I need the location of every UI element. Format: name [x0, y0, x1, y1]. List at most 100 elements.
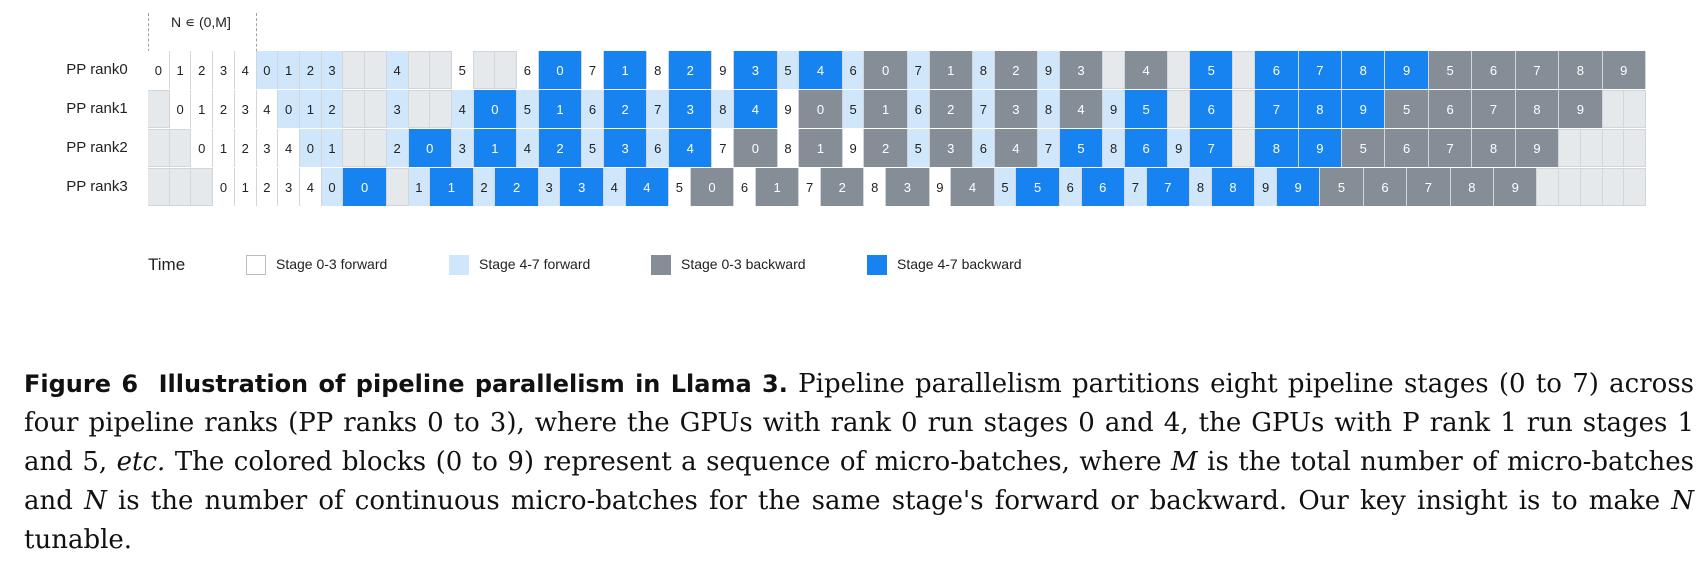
figure-caption: Figure 6 Illustration of pipeline parall…	[24, 365, 1694, 560]
micro-batch-block: 2	[603, 90, 648, 128]
micro-batch-block: 6	[907, 90, 930, 128]
micro-batch-block: 2	[864, 129, 908, 167]
micro-batch-block: 0	[191, 129, 214, 167]
micro-batch-block: 3	[213, 51, 235, 89]
idle-slot	[495, 51, 518, 89]
idle-slot	[365, 90, 387, 128]
micro-batch-block: 0	[799, 90, 843, 128]
legend-label: Stage 4-7 backward	[897, 256, 1022, 272]
micro-batch-block: 2	[321, 90, 344, 128]
idle-slot	[409, 90, 431, 128]
micro-batch-block: 1	[191, 90, 214, 128]
micro-batch-block: 3	[886, 168, 930, 206]
micro-batch-block: 0	[343, 168, 387, 206]
micro-batch-block: 2	[234, 129, 257, 167]
micro-batch-block: 4	[256, 90, 279, 128]
micro-batch-block: 9	[1298, 129, 1343, 167]
micro-batch-block: 5	[1190, 51, 1234, 89]
n-range-left-marker	[148, 13, 149, 67]
micro-batch-block: 1	[213, 129, 235, 167]
micro-batch-block: 6	[517, 51, 539, 89]
time-axis-label: Time	[148, 255, 186, 274]
micro-batch-block: 6	[647, 129, 670, 167]
caption-symbol-m: M	[1171, 447, 1198, 477]
micro-batch-block: 5	[582, 129, 604, 167]
micro-batch-block: 4	[669, 129, 713, 167]
idle-slot	[409, 51, 431, 89]
micro-batch-block: 7	[1038, 129, 1060, 167]
micro-batch-block: 8	[1038, 90, 1060, 128]
idle-slot	[1603, 129, 1625, 167]
micro-batch-block: 1	[278, 51, 300, 89]
micro-batch-block: 5	[517, 90, 539, 128]
idle-slot	[170, 129, 192, 167]
micro-batch-block: 7	[907, 51, 930, 89]
micro-batch-block: 9	[842, 129, 865, 167]
idle-slot	[1624, 90, 1646, 128]
micro-batch-block: 8	[1472, 129, 1516, 167]
idle-slot	[1103, 51, 1125, 89]
micro-batch-block: 4	[951, 168, 995, 206]
caption-text-3: is the total number of micro-batches and	[24, 447, 1695, 516]
micro-batch-block: 2	[669, 51, 713, 89]
caption-text-2: The colored blocks (0 to 9) represent a …	[174, 447, 1162, 477]
micro-batch-block: 8	[1103, 129, 1125, 167]
idle-slot	[365, 129, 387, 167]
micro-batch-block: 0	[299, 129, 322, 167]
micro-batch-block: 0	[213, 168, 235, 206]
caption-symbol-n: N	[84, 486, 107, 516]
micro-batch-block: 4	[799, 51, 843, 89]
micro-batch-block: 8	[1190, 168, 1212, 206]
pp-rank-label: PP rank0	[66, 61, 128, 78]
idle-slot	[430, 51, 452, 89]
micro-batch-block: 7	[1407, 168, 1451, 206]
micro-batch-block: 9	[1276, 168, 1321, 206]
micro-batch-block: 8	[777, 129, 800, 167]
idle-slot	[148, 90, 170, 128]
micro-batch-block: 1	[408, 168, 431, 206]
idle-slot	[474, 51, 496, 89]
micro-batch-block: 7	[647, 90, 670, 128]
micro-batch-block: 7	[1255, 90, 1299, 128]
idle-slot	[1537, 168, 1560, 206]
n-range-annotation: N ∊ (0,M]	[171, 14, 231, 30]
legend-label: Stage 4-7 forward	[479, 256, 591, 272]
micro-batch-block: 9	[1559, 90, 1603, 128]
micro-batch-block: 6	[1363, 168, 1408, 206]
micro-batch-block: 1	[430, 168, 474, 206]
micro-batch-block: 4	[451, 90, 474, 128]
micro-batch-block: 1	[929, 51, 973, 89]
micro-batch-block: 5	[1342, 129, 1386, 167]
idle-slot	[1234, 90, 1256, 128]
micro-batch-block: 2	[386, 129, 409, 167]
micro-batch-block: 6	[1081, 168, 1125, 206]
micro-batch-block: 1	[538, 90, 583, 128]
idle-slot	[1168, 51, 1191, 89]
micro-batch-block: 4	[517, 129, 539, 167]
micro-batch-block: 5	[842, 90, 865, 128]
caption-symbol-n-2: N	[1671, 486, 1695, 516]
legend-label: Stage 0-3 forward	[276, 256, 388, 272]
micro-batch-block: 9	[712, 51, 735, 89]
micro-batch-block: 5	[1016, 168, 1060, 206]
idle-slot	[1234, 51, 1256, 89]
micro-batch-block: 0	[690, 168, 735, 206]
micro-batch-block: 4	[278, 129, 300, 167]
micro-batch-block: 3	[538, 168, 561, 206]
micro-batch-block: 1	[169, 51, 192, 89]
micro-batch-block: 5	[994, 168, 1017, 206]
micro-batch-block: 1	[299, 90, 322, 128]
micro-batch-block: 3	[929, 129, 973, 167]
micro-batch-block: 3	[560, 168, 604, 206]
micro-batch-block: 7	[972, 90, 995, 128]
micro-batch-block: 7	[582, 51, 604, 89]
idle-slot	[343, 129, 366, 167]
micro-batch-block: 9	[1168, 129, 1191, 167]
micro-batch-block: 2	[299, 51, 322, 89]
micro-batch-block: 6	[972, 129, 995, 167]
idle-slot	[191, 168, 214, 206]
micro-batch-block: 7	[1190, 129, 1234, 167]
legend-swatch	[246, 255, 266, 275]
micro-batch-block: 3	[234, 90, 257, 128]
micro-batch-block: 3	[256, 129, 279, 167]
